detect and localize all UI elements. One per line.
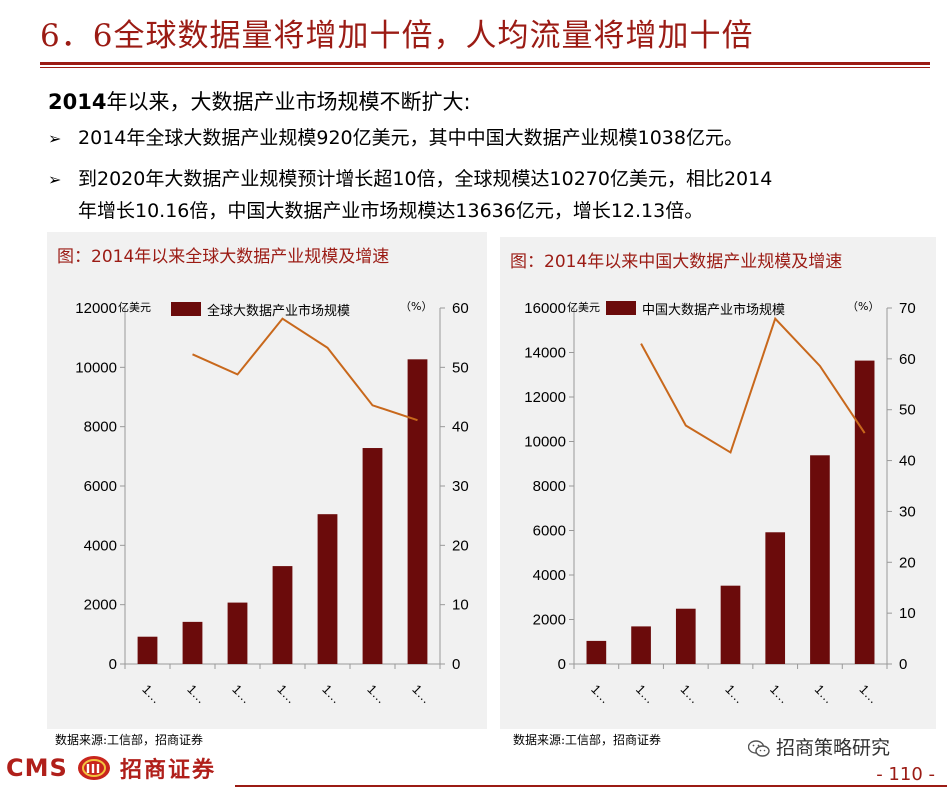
- bar: [854, 360, 875, 664]
- y2-tick-label: 50: [452, 359, 469, 376]
- global-chart-panel: 图：2014年以来全球大数据产业规模及增速 0 2000 4000 6000 8000 1…: [47, 232, 487, 729]
- y-tick-label: 12000: [524, 389, 566, 406]
- legend-swatch: [171, 302, 201, 316]
- x-tick-label: 1…: [812, 682, 837, 707]
- y-tick-label: 4000: [84, 537, 117, 554]
- growth-line: [640, 316, 866, 454]
- bullet-1: ➢ 2014年全球大数据产业规模920亿美元，其中中国大数据产业规模1038亿元。: [48, 123, 743, 154]
- bar: [586, 640, 607, 664]
- footer-rule: [235, 785, 947, 787]
- y-tick-label: 8000: [84, 419, 117, 436]
- x-tick-label: 1…: [319, 682, 344, 707]
- intro-year: 2014: [48, 90, 107, 114]
- logo-cms-text: CMS: [6, 754, 68, 782]
- x-tick-label: 1…: [767, 682, 792, 707]
- y2-tick-label: 10: [899, 605, 916, 622]
- growth-line: [192, 317, 418, 422]
- x-tick-label: 1…: [857, 682, 882, 707]
- y2-tick-label: 20: [899, 554, 916, 571]
- y-tick-label: 0: [558, 656, 566, 673]
- bullet-2-line2: 年增长10.16倍，中国大数据产业市场规模达13636亿元，增长12.13倍。: [78, 200, 704, 222]
- x-tick-label: 1…: [722, 682, 747, 707]
- intro-heading: 2014年以来，大数据产业市场规模不断扩大:: [48, 86, 471, 116]
- legend-label: 全球大数据产业市场规模: [207, 303, 350, 319]
- x-tick-label: 1…: [139, 682, 164, 707]
- x-tick-label: 1…: [364, 682, 389, 707]
- bar: [362, 448, 383, 664]
- bullet-arrow-icon: ➢: [48, 129, 62, 148]
- wechat-name: 招商策略研究: [776, 737, 891, 759]
- y-tick-label: 4000: [533, 567, 566, 584]
- bullet-2: ➢ 到2020年大数据产业规模预计增长超10倍，全球规模达10270亿美元，相比2…: [48, 164, 772, 195]
- bar: [720, 585, 741, 664]
- bar: [675, 608, 696, 664]
- y2-tick-label: 0: [899, 656, 907, 673]
- title-rule: [40, 62, 930, 65]
- page-number: - 110 -: [876, 764, 935, 785]
- logo-badge-icon: [77, 756, 110, 780]
- chart-title: 图：2014年以来全球大数据产业规模及增速: [57, 247, 390, 267]
- y-tick-label: 16000: [524, 300, 566, 317]
- bar: [317, 514, 338, 664]
- y-tick-label: 6000: [84, 478, 117, 495]
- y-tick-label: 10000: [524, 434, 566, 451]
- source-note: 数据来源:工信部，招商证券: [513, 733, 662, 747]
- y-tick-label: 14000: [524, 345, 566, 362]
- title-rule-thin: [40, 67, 930, 68]
- china-chart-panel: 图：2014年以来中国大数据产业规模及增速 0 2000 4000 6000 8000 1…: [500, 237, 936, 729]
- y-tick-label: 6000: [533, 523, 566, 540]
- y2-tick-label: 10: [452, 597, 469, 614]
- bullet-1-text: 2014年全球大数据产业规模920亿美元，其中中国大数据产业规模1038亿元。: [78, 127, 743, 149]
- x-tick-label: 1…: [633, 682, 658, 707]
- y2-tick-label: 70: [899, 300, 916, 317]
- x-tick-label: 1…: [184, 682, 209, 707]
- y2-tick-label: 30: [452, 478, 469, 495]
- y2-tick-label: 60: [899, 351, 916, 368]
- y2-tick-label: 20: [452, 537, 469, 554]
- bar: [272, 566, 293, 664]
- y2-tick-label: 60: [452, 300, 469, 317]
- y-tick-label: 8000: [533, 478, 566, 495]
- x-tick-label: 1…: [409, 682, 434, 707]
- bar: [765, 532, 786, 664]
- bar: [631, 626, 651, 664]
- y2-tick-label: 50: [899, 402, 916, 419]
- wechat-account: 招商策略研究: [748, 733, 890, 760]
- bullet-2-line1: 到2020年大数据产业规模预计增长超10倍，全球规模达10270亿美元，相比20…: [78, 168, 773, 190]
- left-unit-label: 亿美元: [118, 301, 151, 314]
- bar: [810, 455, 830, 664]
- y2-tick-label: 40: [899, 453, 916, 470]
- global-chart: 0 2000 4000 6000 8000 10000 12000 0 10 20 30 40 50 60…: [75, 300, 469, 707]
- x-tick-label: 1…: [678, 682, 703, 707]
- page-title: 6．6全球数据量将增加十倍，人均流量将增加十倍: [40, 18, 754, 54]
- logo-cn-text: 招商证券: [119, 757, 216, 783]
- wechat-icon: [748, 739, 770, 757]
- company-logo: CMS 招商证券: [6, 752, 216, 784]
- bullet-arrow-icon: ➢: [48, 170, 62, 189]
- bar: [137, 636, 158, 664]
- legend-swatch: [606, 301, 636, 315]
- china-chart: 0 2000 4000 6000 8000 10000 12000 14000 16000 0 10…: [524, 300, 916, 707]
- y2-tick-label: 0: [452, 656, 460, 673]
- right-unit-label: （%）: [400, 300, 432, 313]
- bar: [227, 602, 248, 664]
- right-unit-label: （%）: [847, 300, 879, 313]
- bar: [407, 359, 428, 664]
- x-tick-label: 1…: [588, 682, 613, 707]
- bar: [182, 621, 203, 664]
- x-tick-label: 1…: [229, 682, 254, 707]
- y-tick-label: 2000: [533, 612, 566, 629]
- x-tick-label: 1…: [274, 682, 299, 707]
- left-unit-label: 亿美元: [567, 301, 600, 314]
- y2-tick-label: 30: [899, 503, 916, 520]
- y2-tick-label: 40: [452, 419, 469, 436]
- y-tick-label: 0: [109, 656, 117, 673]
- intro-text: 年以来，大数据产业市场规模不断扩大:: [106, 90, 471, 114]
- chart-title: 图：2014年以来中国大数据产业规模及增速: [510, 252, 843, 272]
- y-tick-label: 2000: [84, 597, 117, 614]
- legend-label: 中国大数据产业市场规模: [642, 302, 785, 318]
- y-tick-label: 10000: [75, 359, 117, 376]
- source-note: 数据来源:工信部，招商证券: [55, 733, 204, 747]
- y-tick-label: 12000: [75, 300, 117, 317]
